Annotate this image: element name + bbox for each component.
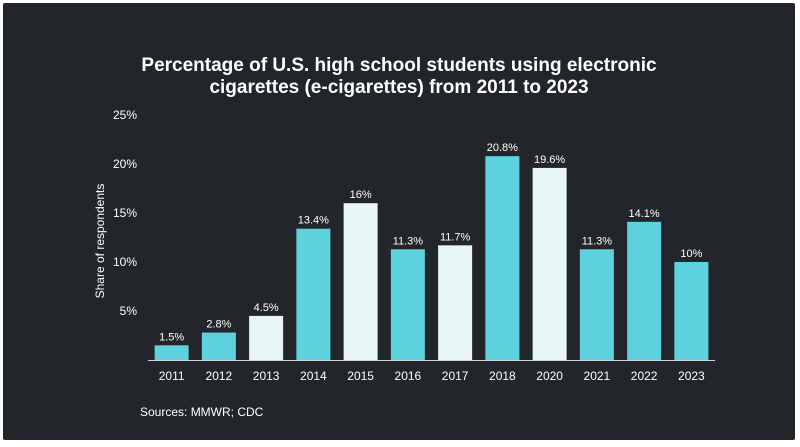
chart-title-line-1: Percentage of U.S. high school students … [141,55,657,76]
bar [201,332,236,360]
x-tick-label: 2022 [631,369,658,383]
y-tick-label: 20% [113,157,137,171]
x-tick-label: 2016 [395,369,422,383]
y-axis-label: Share of respondents [93,184,107,299]
chart-panel: Percentage of U.S. high school students … [3,3,795,440]
bar-chart: Share of respondents 5% 10% 15% 20% 25% 1.5% 20… [93,108,715,383]
data-label: 14.1% [629,208,660,220]
bar [627,221,662,360]
bar [438,245,473,360]
x-tick-label: 2012 [206,369,233,383]
bar [296,228,331,360]
y-tick-label: 25% [113,108,137,122]
bar [579,249,614,360]
chart-title: Percentage of U.S. high school students … [3,55,795,99]
chart-title-line-2: cigarettes (e-cigarettes) from 2011 to 2… [209,77,589,98]
data-label: 2.8% [206,319,231,331]
y-tick-label: 15% [113,206,137,220]
data-label: 19.6% [534,154,565,166]
bar [343,203,378,360]
bar [249,315,284,360]
data-label: 11.3% [393,235,424,247]
data-label: 13.4% [298,215,329,227]
x-tick-label: 2011 [159,369,185,383]
x-tick-label: 2020 [536,369,563,383]
y-tick-label: 5% [120,304,138,318]
x-tick-label: 2021 [584,369,611,383]
data-label: 11.7% [440,231,471,243]
data-label: 11.3% [582,235,613,247]
x-tick-label: 2018 [489,369,516,383]
source-note: Sources: MMWR; CDC [140,405,264,419]
x-tick-label: 2017 [442,369,469,383]
data-label: 4.5% [254,302,279,314]
data-label: 1.5% [159,331,184,343]
data-label: 20.8% [487,142,518,154]
bar [674,262,709,360]
bar [485,156,520,360]
x-tick-label: 2015 [347,369,374,383]
data-label: 16% [350,189,372,201]
data-label: 10% [680,248,702,260]
x-tick-label: 2014 [300,369,327,383]
bar [390,249,425,360]
x-tick-label: 2013 [253,369,280,383]
x-tick-label: 2023 [678,369,705,383]
bar [532,167,567,360]
y-tick-label: 10% [113,255,137,269]
bar [154,345,189,360]
